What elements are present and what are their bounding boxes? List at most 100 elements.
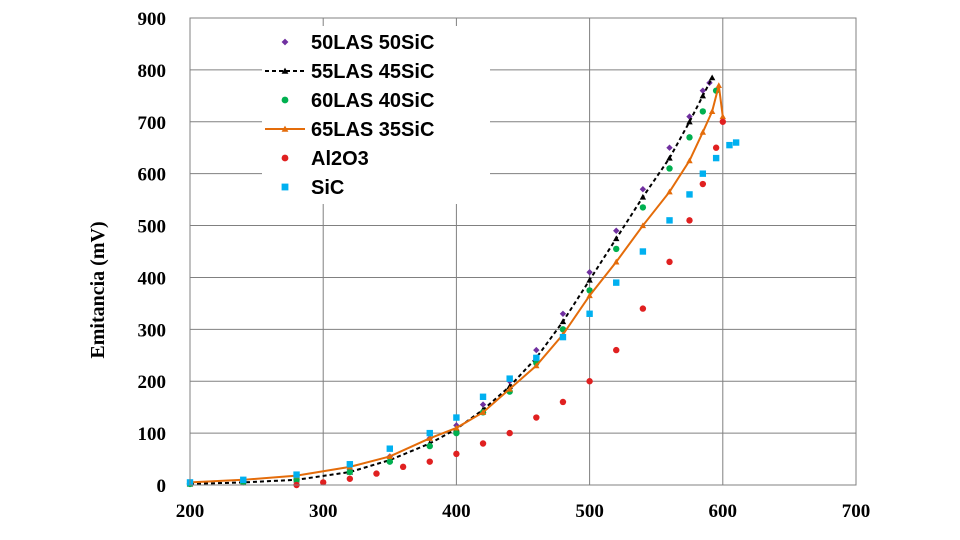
legend-marker (281, 67, 289, 74)
legend-label: 55LAS 45SiC (311, 61, 434, 83)
data-point (639, 186, 647, 193)
x-tick-label: 400 (442, 501, 471, 522)
data-point (386, 458, 393, 465)
legend-item: 55LAS 45SiC (265, 61, 434, 83)
data-point (712, 144, 720, 151)
data-point (719, 118, 726, 125)
data-point (453, 429, 460, 437)
data-point (373, 470, 380, 477)
legend-background (262, 26, 490, 204)
data-point (726, 141, 733, 149)
legend-marker (281, 125, 289, 132)
y-tick-label: 900 (138, 9, 167, 30)
data-point (699, 92, 707, 99)
data-point (666, 165, 673, 172)
data-point (686, 217, 693, 224)
data-point (686, 157, 693, 164)
data-point (346, 475, 354, 482)
data-point (293, 471, 300, 478)
data-point (708, 108, 716, 114)
y-axis-title: Emitancia (mV) (87, 221, 109, 358)
data-point (426, 442, 433, 450)
y-tick-label: 500 (138, 217, 167, 238)
data-point (506, 385, 513, 392)
data-point (699, 108, 707, 115)
data-point (719, 113, 726, 120)
data-point (666, 217, 673, 224)
data-point (732, 139, 740, 146)
legend-item: Al2O3 (281, 148, 369, 170)
legend-label: 65LAS 35SiC (311, 119, 434, 141)
data-point (639, 193, 647, 200)
x-tick-label: 700 (842, 501, 871, 522)
data-point (699, 87, 707, 94)
data-point (686, 191, 693, 198)
legend-item: 50LAS 50SiC (281, 32, 434, 54)
legend: 50LAS 50SiC 55LAS 45SiC 60LAS 40SiC 65LAS 3… (265, 32, 434, 199)
legend-label: Al2O3 (311, 148, 369, 170)
data-point (346, 461, 354, 468)
data-point (639, 305, 647, 312)
data-point (559, 398, 567, 406)
data-point (240, 476, 247, 484)
data-point (666, 144, 673, 151)
data-point (559, 318, 567, 325)
y-tick-label: 600 (138, 165, 167, 186)
data-point (715, 82, 723, 89)
data-point (559, 333, 567, 341)
data-point (399, 463, 407, 471)
data-point (479, 409, 487, 415)
data-point (586, 269, 593, 276)
data-point (613, 227, 620, 234)
x-tick-label: 200 (176, 501, 205, 522)
legend-marker (281, 154, 289, 162)
data-point (533, 362, 540, 369)
data-point (708, 74, 716, 81)
y-tick-label: 400 (138, 268, 167, 289)
legend-label: SiC (311, 177, 344, 199)
y-tick-label: 800 (138, 61, 167, 82)
data-point (586, 310, 593, 317)
data-point (699, 128, 707, 135)
data-point (639, 248, 647, 255)
series-al2o3 (293, 118, 726, 489)
y-tick-labels: 0 100 200 300 400 500 600 700 800 900 (138, 9, 167, 497)
data-point (686, 134, 693, 141)
data-point (453, 424, 460, 431)
data-point (586, 378, 593, 385)
data-point (639, 204, 647, 211)
data-point (712, 154, 720, 162)
data-point (639, 222, 647, 229)
data-point (559, 310, 567, 317)
legend-item: 60LAS 40SiC (281, 90, 434, 112)
y-tick-label: 300 (138, 320, 167, 341)
data-point (426, 435, 433, 441)
data-point (386, 453, 393, 460)
data-point (613, 346, 620, 354)
data-point (506, 429, 513, 437)
y-tick-label: 100 (138, 424, 167, 445)
legend-marker (281, 96, 289, 104)
x-tick-label: 300 (309, 501, 338, 522)
data-point (666, 154, 673, 161)
series-line (189, 77, 714, 485)
legend-item: SiC (281, 177, 344, 199)
series-line (189, 85, 724, 484)
data-point (426, 458, 433, 465)
data-point (479, 393, 487, 400)
series-layer (186, 74, 740, 489)
legend-item: 65LAS 35SiC (265, 119, 434, 141)
data-point (586, 292, 593, 299)
data-point (699, 170, 707, 177)
data-point (533, 414, 540, 421)
data-point (699, 180, 707, 188)
data-point (613, 245, 620, 253)
data-point (479, 401, 487, 408)
data-point (586, 276, 593, 283)
x-tick-labels: 200 300 400 500 600 700 (176, 501, 871, 522)
data-point (613, 235, 620, 242)
legend-label: 60LAS 40SiC (311, 90, 434, 112)
data-point (453, 450, 460, 458)
y-tick-label: 0 (157, 476, 167, 497)
